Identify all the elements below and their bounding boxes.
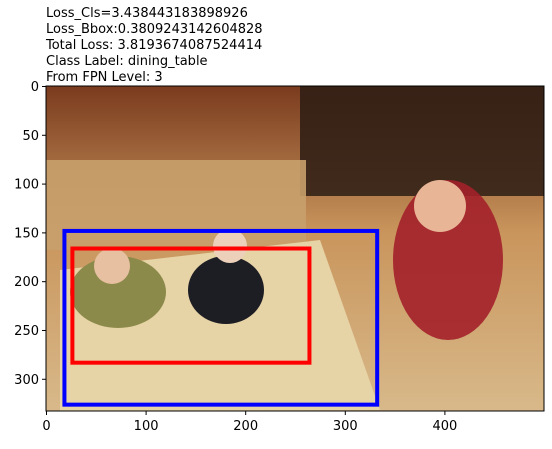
loss-bbox-text: Loss_Bbox:0.3809243142604828 xyxy=(46,22,263,37)
photo-booth xyxy=(46,160,306,250)
title-block: Loss_Cls=3.438443183898926 Loss_Bbox:0.3… xyxy=(46,6,263,86)
loss-cls-text: Loss_Cls=3.438443183898926 xyxy=(46,6,248,21)
y-tick-label: 100 xyxy=(14,178,39,193)
y-tick-label: 150 xyxy=(14,226,39,241)
x-tick-label: 200 xyxy=(233,419,258,434)
photo-child-left-head xyxy=(94,248,130,284)
plot-frame xyxy=(45,85,545,412)
blue-bbox xyxy=(62,228,380,407)
photo-child-left xyxy=(70,256,166,328)
photo-child-middle-head xyxy=(213,229,247,263)
x-tick-label: 100 xyxy=(134,419,159,434)
y-tick-label: 200 xyxy=(14,275,39,290)
x-tick-label: 400 xyxy=(432,419,457,434)
x-tick-label: 0 xyxy=(42,419,50,434)
y-tick-label: 50 xyxy=(22,129,39,144)
photo-child-middle xyxy=(188,256,264,324)
photo-window xyxy=(300,86,544,196)
photo-person-right-head xyxy=(414,180,466,232)
y-tick-label: 250 xyxy=(14,324,39,339)
fpn-level-text: From FPN Level: 3 xyxy=(46,70,163,85)
total-loss-text: Total Loss: 3.8193674087524414 xyxy=(46,38,263,53)
red-bbox xyxy=(70,246,312,365)
class-label-text: Class Label: dining_table xyxy=(46,54,208,69)
x-tick-label: 300 xyxy=(333,419,358,434)
y-tick-label: 0 xyxy=(31,80,39,95)
y-tick-label: 300 xyxy=(14,373,39,388)
